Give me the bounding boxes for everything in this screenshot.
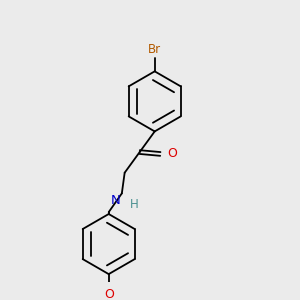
Text: N: N	[111, 194, 121, 207]
Text: Br: Br	[148, 43, 161, 56]
Text: O: O	[104, 288, 114, 300]
Text: H: H	[130, 198, 139, 211]
Text: O: O	[167, 147, 177, 161]
Text: methoxy: methoxy	[106, 299, 112, 300]
